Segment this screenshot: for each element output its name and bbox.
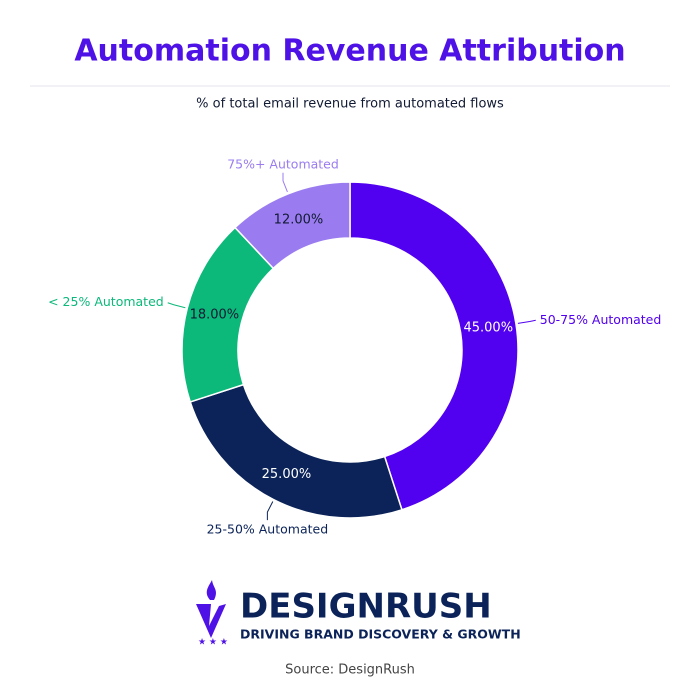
value-label: 25.00% xyxy=(262,467,312,482)
category-label: 75%+ Automated xyxy=(227,156,339,171)
leader-line xyxy=(167,302,186,309)
leader-line xyxy=(282,172,288,193)
leader-line xyxy=(517,319,536,324)
value-label: 12.00% xyxy=(274,212,324,227)
logo-flame xyxy=(206,580,216,600)
donut-segment xyxy=(233,181,351,270)
logo-icon: ★ ★ ★ xyxy=(196,580,228,648)
value-label: 45.00% xyxy=(463,321,513,336)
category-label: 50-75% Automated xyxy=(540,312,662,327)
donut-segment xyxy=(189,383,403,519)
value-label: 18.00% xyxy=(190,308,240,323)
logo-name: DESIGNRUSH xyxy=(240,587,492,627)
category-label: < 25% Automated xyxy=(48,294,164,309)
chart-subtitle: % of total email revenue from automated … xyxy=(196,97,504,112)
logo-torch xyxy=(196,604,226,638)
logo-stars: ★ ★ ★ xyxy=(198,638,228,648)
leader-line xyxy=(266,501,274,521)
source: Source: DesignRush xyxy=(285,663,415,678)
category-label: 25-50% Automated xyxy=(207,522,329,537)
donut-segment xyxy=(349,181,519,511)
chart-title: Automation Revenue Attribution xyxy=(74,34,625,69)
logo-tagline: DRIVING BRAND DISCOVERY & GROWTH xyxy=(240,627,521,642)
